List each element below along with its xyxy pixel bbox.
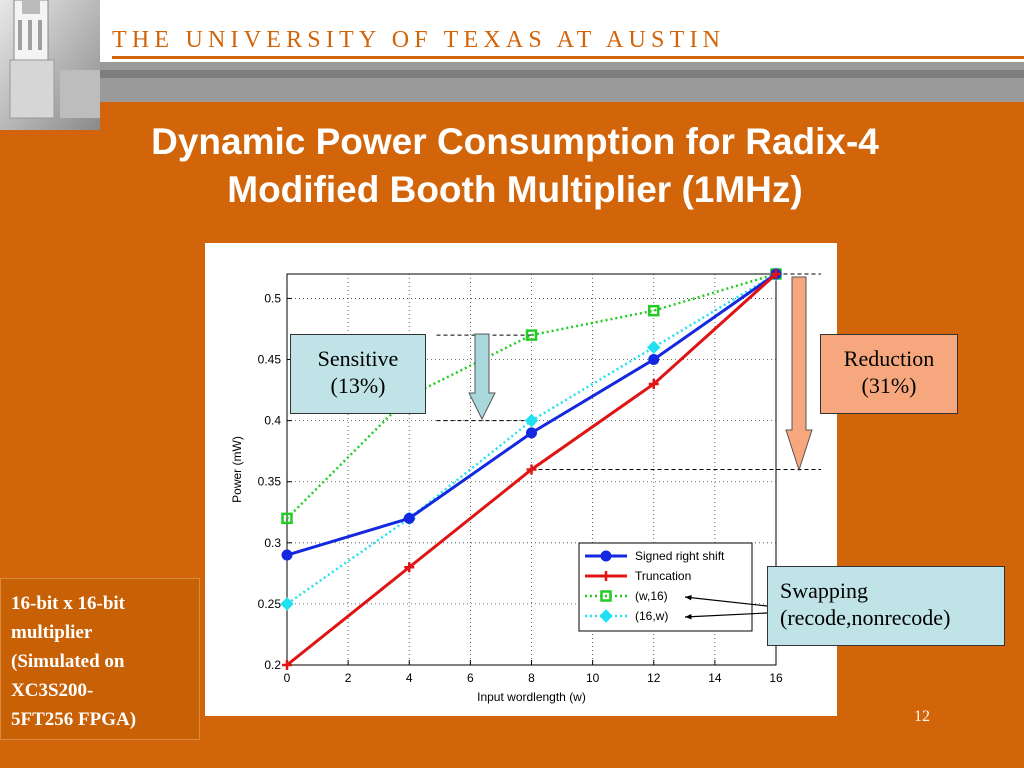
data-point-0 (526, 427, 537, 439)
legend-label: Signed right shift (635, 549, 725, 563)
x-tick-label: 6 (467, 671, 474, 685)
data-point-3 (280, 597, 294, 611)
swapping-pointer-head (685, 613, 692, 620)
legend-label: (w,16) (635, 589, 668, 603)
data-point-0 (648, 354, 660, 366)
page-number: 12 (914, 708, 930, 725)
side-note-line: (Simulated on (11, 651, 125, 672)
x-tick-label: 12 (647, 671, 661, 685)
swapping-detail: (recode,nonrecode) (780, 605, 951, 630)
legend-marker (600, 550, 612, 562)
y-tick-label: 0.35 (258, 475, 282, 489)
reduction-down-arrow (785, 276, 813, 472)
header-band-stripe (0, 70, 1024, 78)
ut-tower-logo (0, 0, 100, 130)
slide-title-line1: Dynamic Power Consumption for Radix-4 (151, 121, 879, 162)
reduction-percent: (31%) (861, 373, 917, 398)
legend-marker (599, 609, 613, 623)
side-note-line: multiplier (11, 622, 93, 643)
swapping-pointer (684, 612, 768, 618)
slide-title: Dynamic Power Consumption for Radix-4 Mo… (30, 118, 1000, 214)
reduction-callout: Reduction (31%) (820, 334, 958, 414)
data-point-2 (281, 512, 293, 525)
swapping-callout: Swapping (recode,nonrecode) (767, 566, 1005, 646)
data-point-2 (648, 304, 660, 317)
legend-marker (600, 590, 612, 602)
header-band (0, 62, 1024, 102)
x-tick-label: 10 (586, 671, 600, 685)
data-point-3 (524, 413, 539, 428)
x-tick-label: 8 (528, 671, 535, 685)
y-tick-label: 0.4 (264, 414, 281, 428)
y-tick-label: 0.3 (264, 536, 281, 550)
y-tick-label: 0.25 (258, 597, 282, 611)
sensitive-percent: (13%) (330, 373, 386, 398)
university-name: THE UNIVERSITY OF TEXAS AT AUSTIN (112, 27, 726, 53)
slide-title-line2: Modified Booth Multiplier (1MHz) (227, 169, 803, 210)
side-note-line: 16-bit x 16-bit (11, 593, 125, 614)
data-point-0 (403, 512, 415, 524)
header-bar (0, 0, 1024, 62)
swapping-pointer-head (685, 594, 692, 601)
sensitive-callout: Sensitive (13%) (290, 334, 426, 414)
x-axis-label: Input wordlength (w) (477, 690, 586, 704)
power-chart: 0 2 4 6 8 10 12 14 16 0.2 0.25 0.3 0.35 0.4 0.45 0.5 Inp… (230, 267, 821, 704)
side-note-line: XC3S200- (11, 680, 94, 701)
x-tick-label: 14 (708, 671, 722, 685)
swapping-pointer (684, 596, 768, 607)
x-tick-label: 16 (769, 671, 783, 685)
side-note: 16-bit x 16-bit multiplier (Simulated on… (0, 578, 200, 740)
side-note-line: 5FT256 FPGA) (11, 709, 137, 730)
x-tick-label: 0 (284, 671, 291, 685)
series-line-2 (286, 272, 777, 520)
x-tick-label: 4 (406, 671, 413, 685)
data-point-3 (647, 340, 661, 355)
y-tick-label: 0.2 (264, 658, 281, 672)
legend-label: (16,w) (635, 609, 668, 623)
swapping-label: Swapping (780, 578, 868, 603)
header-rule (112, 56, 1024, 59)
sensitive-label: Sensitive (317, 346, 399, 371)
data-point-2 (525, 329, 538, 341)
x-tick-label: 2 (345, 671, 352, 685)
y-axis-label: Power (mW) (230, 436, 244, 503)
y-tick-label: 0.45 (258, 353, 282, 367)
y-tick-label: 0.5 (264, 291, 281, 305)
legend-label: Truncation (635, 569, 691, 583)
sensitive-down-arrow (468, 333, 496, 421)
reduction-label: Reduction (843, 346, 935, 371)
data-point-0 (281, 549, 293, 561)
